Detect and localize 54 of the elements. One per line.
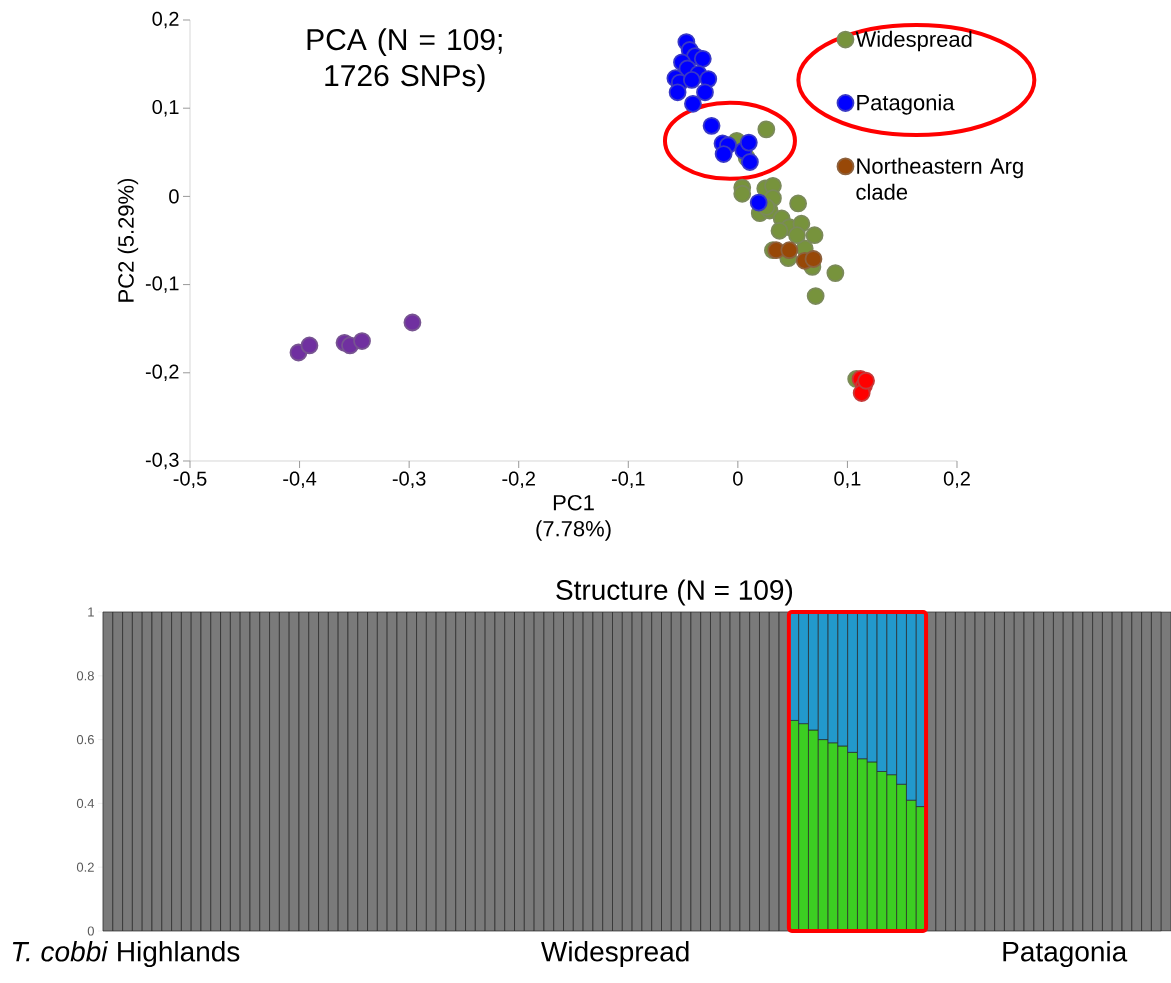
x-tick-label: -0,5	[173, 471, 207, 489]
point	[806, 287, 825, 305]
x-tick-label: 0	[733, 471, 743, 486]
y-tick-label: -0,1	[145, 276, 179, 293]
point	[668, 83, 687, 102]
point	[857, 371, 875, 390]
point	[403, 313, 422, 332]
x-tick-label: -0,4	[283, 471, 317, 489]
text: T. cobbi Highlands	[12, 941, 240, 968]
y-tick-label: -0,2	[145, 364, 179, 382]
x-tick-label: -0,1	[611, 471, 645, 489]
y-tick-label: 0,2	[152, 11, 179, 29]
point	[804, 250, 823, 268]
point	[684, 94, 702, 113]
legend-label: Widespread	[855, 30, 972, 52]
point	[693, 49, 712, 68]
y-tick-label: 0	[87, 926, 94, 936]
point	[682, 71, 701, 89]
text: Widespread	[541, 941, 689, 968]
y-tick-label: 0.8	[76, 671, 94, 681]
point	[780, 241, 799, 260]
point	[826, 264, 845, 283]
y-tick-label: 0.4	[76, 798, 95, 808]
point	[714, 145, 733, 163]
x-tick-label: 0,2	[943, 471, 970, 489]
point	[757, 120, 776, 139]
y-tick-label: 0.6	[76, 734, 94, 745]
point	[696, 83, 714, 102]
text: Patagonia	[1003, 941, 1128, 968]
point	[702, 116, 721, 135]
legend-label: Northeastern Arg clade	[856, 157, 1023, 200]
point	[300, 336, 319, 355]
point	[741, 153, 759, 171]
x-tick-label: 0,1	[834, 471, 861, 489]
point	[353, 332, 371, 350]
x-tick-label: -0,2	[502, 471, 535, 489]
point	[749, 193, 768, 212]
point	[789, 194, 808, 213]
point	[770, 221, 789, 240]
y-tick-label: -0,3	[145, 452, 179, 470]
x-tick-label: -0,3	[392, 471, 426, 489]
point	[805, 226, 824, 245]
y-tick-label: 0.2	[76, 862, 94, 872]
point	[739, 133, 758, 152]
y-axis-title: PC2 (5.29%)	[117, 178, 139, 302]
y-tick-label: 0	[169, 189, 179, 204]
chart-title: Structure (N = 109)	[556, 579, 793, 606]
x-axis-title: PC1 (7.78%)	[536, 494, 611, 541]
y-tick-label: 0,1	[152, 99, 179, 117]
point	[788, 226, 806, 245]
legend-label: Patagonia	[857, 94, 955, 115]
text: PCA (N = 109; 1726 SNPs)	[307, 28, 502, 93]
y-tick-label: 1	[88, 607, 94, 617]
point	[733, 184, 752, 203]
